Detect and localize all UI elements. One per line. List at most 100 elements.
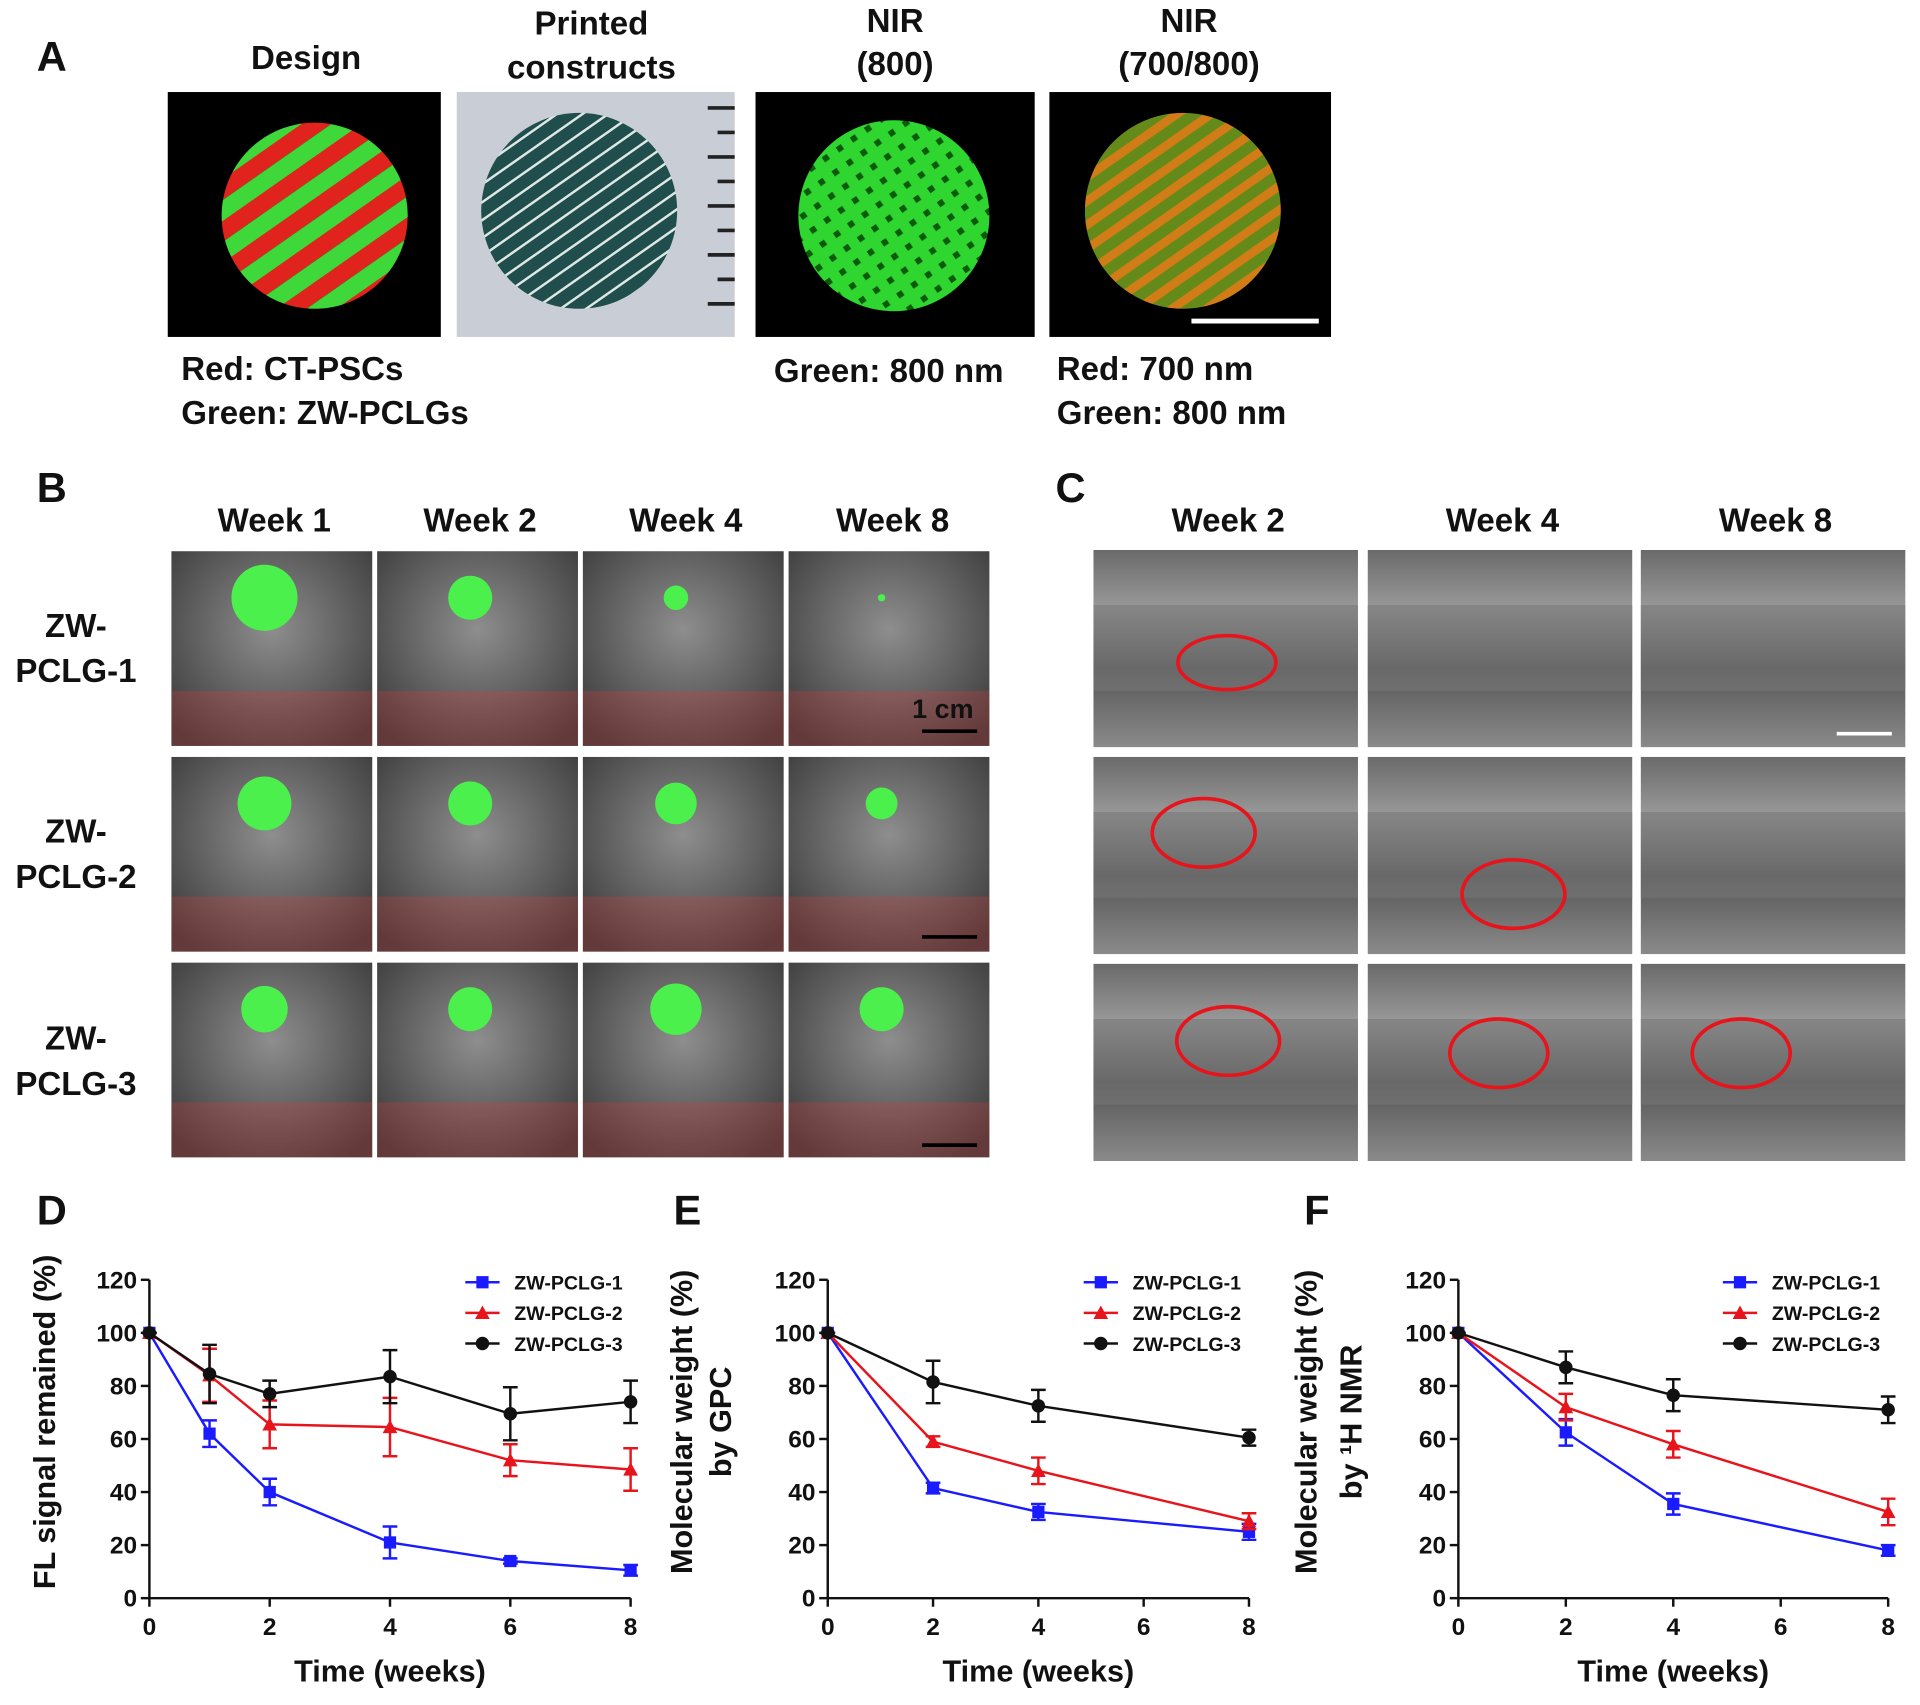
y-tick-label: 100 <box>96 1320 137 1347</box>
column-title: constructs <box>507 50 676 87</box>
y-tick-label: 120 <box>96 1267 137 1294</box>
series-line <box>1457 1331 1889 1412</box>
series-line <box>1457 1331 1889 1552</box>
y-tick-label: 120 <box>775 1267 816 1294</box>
red-signal <box>582 1102 784 1158</box>
y-tick-label: 20 <box>788 1533 815 1560</box>
marker <box>926 1481 940 1495</box>
marker <box>1882 1544 1895 1557</box>
row-title: ZW- <box>45 814 107 851</box>
sem-band <box>1093 1018 1358 1105</box>
series-line <box>827 1331 1250 1439</box>
marker <box>1732 1305 1748 1319</box>
red-signal <box>377 1102 578 1158</box>
y-tick-label: 80 <box>788 1373 815 1400</box>
marker <box>925 1434 941 1448</box>
highlight-ellipse <box>1174 1004 1282 1078</box>
marker <box>475 1336 490 1351</box>
marker <box>1031 1463 1046 1477</box>
legend-label: ZW-PCLG-2 <box>1772 1303 1880 1325</box>
marker <box>926 1375 940 1389</box>
y-axis-label: by ¹H NMR <box>1335 1344 1369 1499</box>
column-title: Week 2 <box>1172 503 1285 540</box>
green-signal <box>448 781 493 826</box>
ruler <box>707 106 735 306</box>
panel-label: E <box>673 1187 701 1234</box>
marker <box>263 1485 276 1499</box>
marker <box>1881 1403 1895 1417</box>
x-tick-label: 6 <box>504 1614 518 1641</box>
y-tick-label: 120 <box>1405 1267 1446 1294</box>
marker <box>142 1326 157 1340</box>
green-signal <box>877 594 886 602</box>
green-signal <box>865 787 898 820</box>
sem-band <box>1093 812 1358 898</box>
marker <box>623 1395 638 1409</box>
marker <box>476 1276 489 1289</box>
column-title: Week 8 <box>1719 503 1832 540</box>
x-tick-label: 2 <box>926 1614 940 1641</box>
caption: Red: 700 nm <box>1057 351 1254 388</box>
marker <box>1094 1336 1108 1351</box>
highlight-ellipse <box>1150 796 1257 869</box>
series-line <box>826 1332 1250 1534</box>
green-signal <box>650 983 702 1035</box>
x-tick-label: 4 <box>383 1614 397 1641</box>
marker <box>1667 1497 1680 1511</box>
x-tick-label: 0 <box>1452 1614 1466 1641</box>
design-disc <box>221 122 408 309</box>
marker <box>1665 1436 1681 1451</box>
marker <box>383 1369 397 1384</box>
mouse-image <box>582 551 784 746</box>
panel-b: B Week 1 Week 2 Week 4 Week 8 ZW- PCLG-1… <box>15 464 990 1158</box>
sem-band <box>1367 1018 1633 1105</box>
green-signal <box>448 575 493 620</box>
marker <box>1733 1276 1747 1289</box>
highlight-ellipse <box>1690 1017 1793 1090</box>
marker <box>475 1305 490 1319</box>
marker <box>383 1536 397 1549</box>
y-tick-label: 40 <box>110 1480 137 1507</box>
legend-label: ZW-PCLG-3 <box>1772 1334 1880 1356</box>
row-title: PCLG-2 <box>15 859 136 896</box>
panel-label: D <box>37 1187 67 1234</box>
green-signal <box>237 776 292 831</box>
column-title: Week 1 <box>218 503 331 540</box>
marker <box>1451 1326 1466 1340</box>
column-title: Design <box>251 40 361 77</box>
red-signal <box>377 690 578 746</box>
series-line <box>1457 1331 1889 1514</box>
marker <box>1733 1336 1747 1351</box>
chart: E 0 20 40 60 80 100 120 0 2 4 6 8 Time (weeks) Molecul… <box>665 1187 1257 1688</box>
x-tick-label: 8 <box>1881 1614 1895 1641</box>
x-tick-label: 8 <box>1242 1614 1256 1641</box>
row-title: ZW- <box>45 1021 107 1058</box>
row-title: PCLG-3 <box>15 1066 136 1103</box>
red-signal <box>788 1102 990 1158</box>
y-tick-label: 0 <box>124 1586 138 1613</box>
marker <box>262 1417 278 1431</box>
series-line <box>826 1332 1250 1523</box>
nir800-disc <box>798 120 990 312</box>
series-line <box>148 1332 631 1572</box>
x-tick-label: 0 <box>143 1614 157 1641</box>
y-tick-label: 20 <box>1419 1533 1446 1560</box>
caption: Green: ZW-PCLGs <box>181 395 469 432</box>
highlight-ellipse <box>1460 857 1567 931</box>
y-tick-label: 60 <box>788 1427 815 1454</box>
marker <box>382 1419 398 1434</box>
column-title: NIR <box>1161 3 1218 40</box>
y-tick-label: 0 <box>1433 1586 1447 1613</box>
column-title: Week 8 <box>836 503 949 540</box>
green-signal <box>655 782 697 825</box>
y-axis-label: FL signal remained (%) <box>28 1255 62 1590</box>
legend-label: ZW-PCLG-3 <box>1133 1334 1241 1356</box>
panel-c: C Week 2 Week 4 Week 8 <box>1056 464 1906 1162</box>
y-axis-label: Molecular weight (%) <box>665 1270 699 1574</box>
marker <box>1880 1504 1896 1519</box>
marker <box>503 1407 518 1421</box>
x-axis-label: Time (weeks) <box>294 1654 486 1688</box>
x-tick-label: 6 <box>1137 1614 1151 1641</box>
nir700-800-disc <box>1084 112 1281 309</box>
column-title: Week 2 <box>423 503 536 540</box>
